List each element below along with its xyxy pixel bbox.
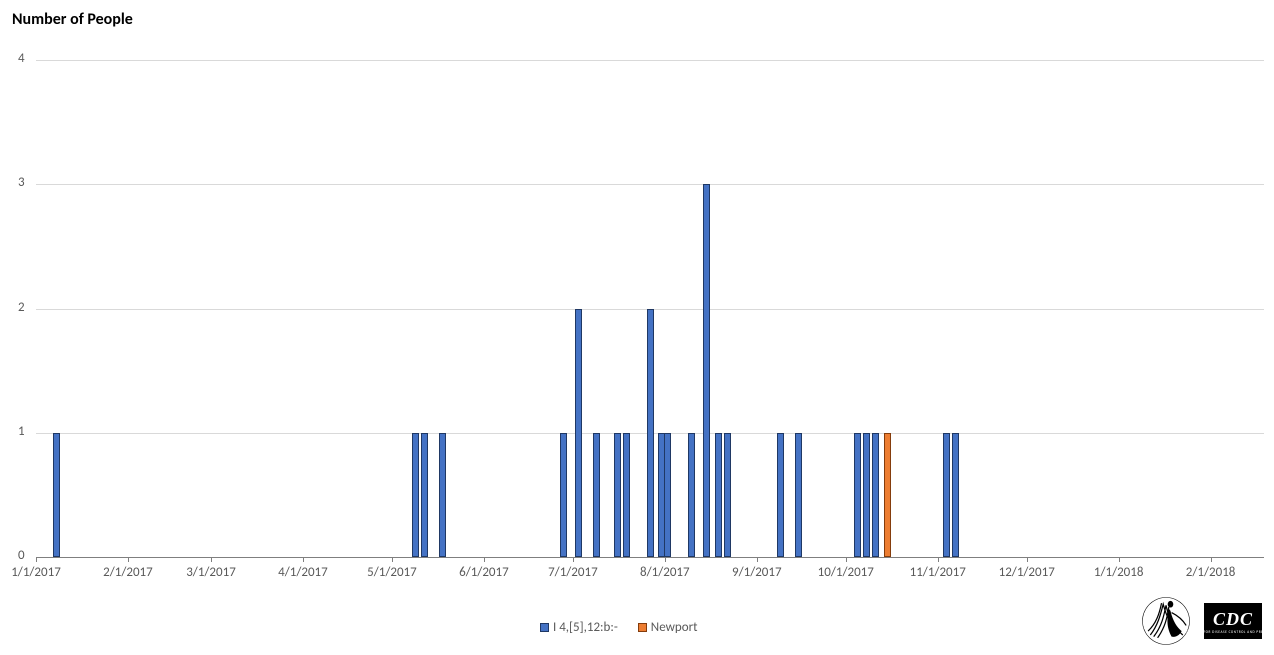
x-tick-label: 10/1/2017 — [818, 565, 874, 580]
x-tick-mark — [573, 557, 574, 562]
chart-y-axis-title: Number of People — [12, 10, 133, 29]
data-bar — [623, 433, 630, 557]
data-bar — [575, 309, 582, 558]
x-axis-line — [36, 557, 1264, 558]
epi-curve-chart: Number of People 0 1 2 3 4 1/1/2017 2/1/2017 3… — [0, 0, 1274, 655]
logo-block: CDC CENTERS FOR DISEASE CONTROL AND PREV… — [1136, 593, 1262, 649]
gridline — [36, 184, 1264, 185]
y-tick-label: 3 — [18, 175, 25, 190]
data-bar — [715, 433, 722, 557]
data-bar — [952, 433, 959, 557]
x-tick-label: 2/1/2018 — [1186, 565, 1236, 580]
legend-item: I 4,[5],12:b:- — [540, 620, 618, 635]
data-bar — [664, 433, 671, 557]
data-bar — [872, 433, 879, 557]
x-tick-label: 6/1/2017 — [459, 565, 509, 580]
legend-label: I 4,[5],12:b:- — [553, 620, 618, 635]
x-tick-label: 1/1/2018 — [1094, 565, 1144, 580]
x-tick-label: 8/1/2017 — [640, 565, 690, 580]
data-bar — [795, 433, 802, 557]
legend-item: Newport — [638, 620, 698, 635]
x-tick-label: 9/1/2017 — [732, 565, 782, 580]
data-bar — [688, 433, 695, 557]
x-tick-label: 11/1/2017 — [910, 565, 966, 580]
gridline — [36, 60, 1264, 61]
data-bar — [560, 433, 567, 557]
x-tick-mark — [665, 557, 666, 562]
x-tick-label: 4/1/2017 — [278, 565, 328, 580]
x-tick-mark — [1211, 557, 1212, 562]
data-bar — [943, 433, 950, 557]
data-bar — [439, 433, 446, 557]
y-tick-label: 2 — [18, 300, 25, 315]
y-tick-label: 0 — [18, 548, 25, 563]
y-tick-label: 1 — [18, 424, 25, 439]
plot-area — [36, 60, 1264, 557]
data-bar — [884, 433, 891, 557]
cdc-logo-subtext: CENTERS FOR DISEASE CONTROL AND PREVENTI… — [1186, 630, 1274, 634]
x-tick-mark — [484, 557, 485, 562]
data-bar — [724, 433, 731, 557]
legend-swatch — [638, 623, 647, 632]
x-tick-label: 1/1/2017 — [11, 565, 61, 580]
data-bar — [412, 433, 419, 557]
cdc-logo-icon: CDC CENTERS FOR DISEASE CONTROL AND PREV… — [1204, 603, 1262, 639]
x-tick-mark — [846, 557, 847, 562]
data-bar — [777, 433, 784, 557]
data-bar — [647, 309, 654, 558]
x-tick-mark — [1119, 557, 1120, 562]
data-bar — [593, 433, 600, 557]
x-tick-label: 12/1/2017 — [999, 565, 1055, 580]
x-tick-mark — [36, 557, 37, 562]
hhs-logo-icon — [1136, 593, 1196, 649]
x-tick-label: 2/1/2017 — [103, 565, 153, 580]
data-bar — [421, 433, 428, 557]
x-tick-mark — [392, 557, 393, 562]
x-tick-mark — [128, 557, 129, 562]
x-tick-mark — [938, 557, 939, 562]
data-bar — [854, 433, 861, 557]
data-bar — [703, 184, 710, 557]
x-tick-mark — [757, 557, 758, 562]
data-bar — [614, 433, 621, 557]
y-tick-label: 4 — [18, 51, 25, 66]
chart-legend: I 4,[5],12:b:- Newport — [540, 620, 697, 635]
x-tick-mark — [1027, 557, 1028, 562]
legend-swatch — [540, 623, 549, 632]
x-tick-mark — [303, 557, 304, 562]
x-tick-mark — [211, 557, 212, 562]
x-tick-label: 3/1/2017 — [186, 565, 236, 580]
x-tick-label: 7/1/2017 — [548, 565, 598, 580]
cdc-logo-text: CDC — [1213, 609, 1253, 630]
x-tick-label: 5/1/2017 — [367, 565, 417, 580]
legend-label: Newport — [651, 620, 698, 635]
data-bar — [53, 433, 60, 557]
data-bar — [863, 433, 870, 557]
